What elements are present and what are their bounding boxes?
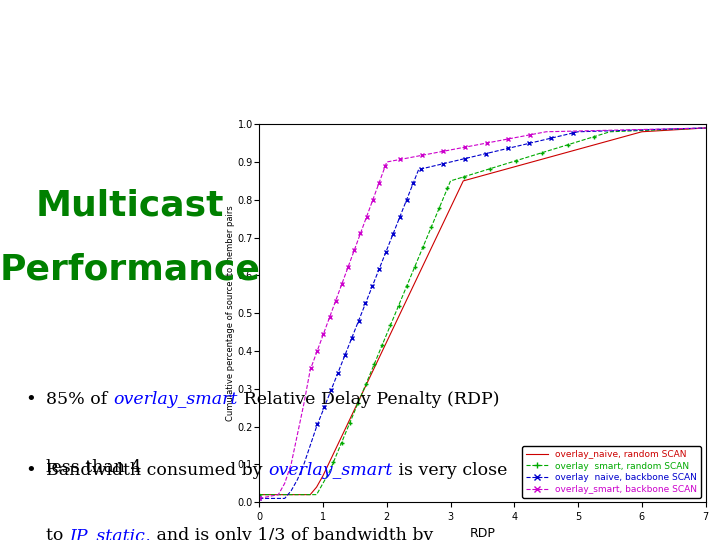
Text: and is only 1/3 of bandwidth by: and is only 1/3 of bandwidth by	[150, 527, 433, 540]
Text: •: •	[25, 391, 36, 409]
Text: is very close: is very close	[393, 462, 508, 479]
Text: 85% of: 85% of	[46, 391, 113, 408]
Text: overlay_smart: overlay_smart	[113, 391, 238, 408]
Y-axis label: Cumulative percentage of source  to member pairs: Cumulative percentage of source to membe…	[226, 205, 235, 421]
Text: Bandwidth consumed by: Bandwidth consumed by	[46, 462, 269, 479]
X-axis label: RDP: RDP	[469, 528, 495, 540]
Text: Multicast: Multicast	[35, 188, 224, 222]
Text: overlay_smart: overlay_smart	[269, 462, 393, 479]
Text: •: •	[25, 462, 36, 480]
Text: to: to	[46, 527, 69, 540]
Text: IP_static,: IP_static,	[69, 527, 150, 540]
Legend: overlay_naive, random SCAN, overlay  smart, random SCAN, overlay  naive, backbon: overlay_naive, random SCAN, overlay smar…	[522, 447, 701, 498]
Text: Relative Delay Penalty (RDP): Relative Delay Penalty (RDP)	[238, 391, 499, 408]
Text: Performance: Performance	[0, 253, 260, 287]
Text: less than 4: less than 4	[46, 459, 142, 476]
